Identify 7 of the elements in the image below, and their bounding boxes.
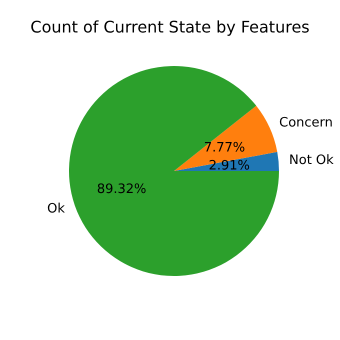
data-label: 7.77% [204, 140, 246, 156]
slice-label: Ok [47, 202, 66, 217]
slice-label: Concern [279, 116, 333, 131]
chart-title: Count of Current State by Features [30, 18, 310, 36]
slice-label: Not Ok [289, 152, 334, 168]
data-label: 89.32% [96, 182, 146, 197]
data-label: 2.91% [208, 158, 250, 174]
